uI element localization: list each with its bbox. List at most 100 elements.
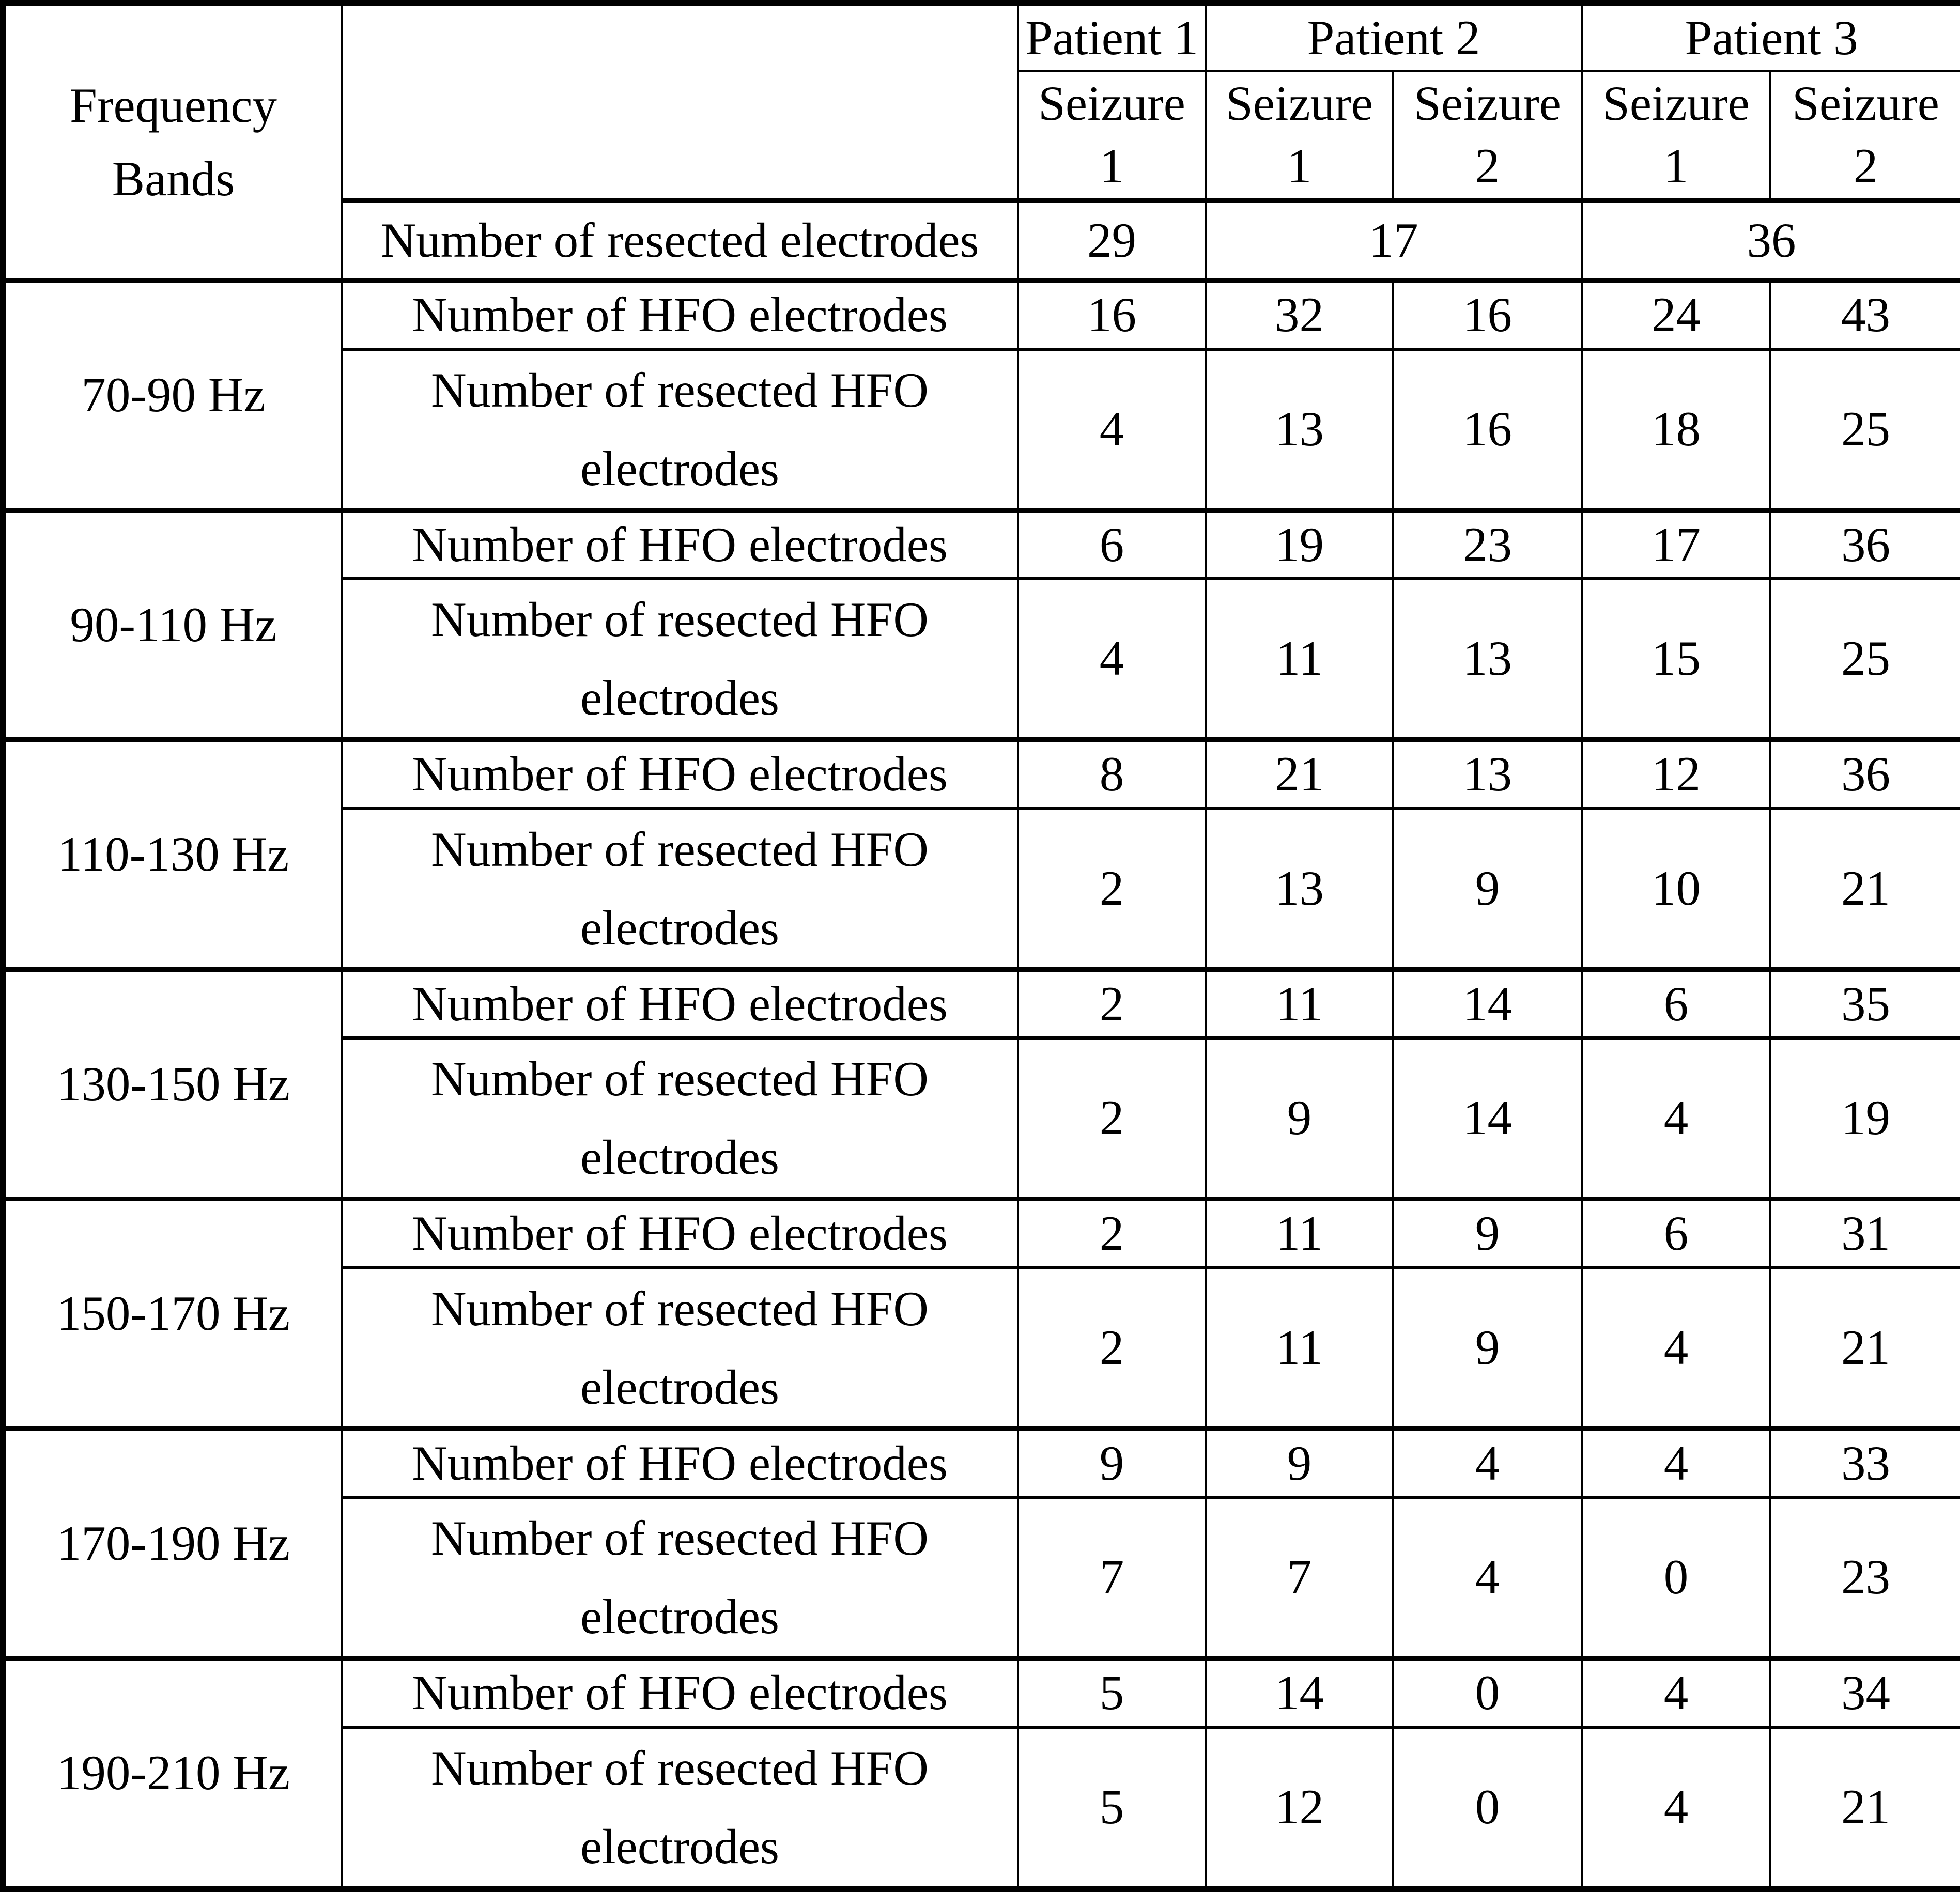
frequency-bands-header-cell: Frequency Bands xyxy=(2,2,343,282)
hfo-label-cell: Number of HFO electrodes xyxy=(341,1426,1019,1499)
resected-electrodes-row: Number of resected electrodes 29 17 36 xyxy=(3,197,1960,282)
hfo-value-cell: 6 xyxy=(1581,1197,1772,1269)
resected-hfo-value-cell: 4 xyxy=(1581,1036,1772,1200)
resected-hfo-label-cell: Number of resected HFO electrodes xyxy=(341,577,1019,741)
resected-hfo-label: Number of resected HFO electrodes xyxy=(431,1281,929,1415)
frequency-band-cell: 70-90 Hz xyxy=(2,278,343,511)
band-resected-hfo-row: Number of resected HFO electrodes 2 13 9… xyxy=(3,807,1960,971)
resected-electrodes-p3: 36 xyxy=(1581,197,1960,282)
band-hfo-row: 150-170 Hz Number of HFO electrodes 2 11… xyxy=(2,1197,1960,1430)
frequency-band-label: 190-210 Hz xyxy=(56,1745,290,1801)
hfo-value-cell: 5 xyxy=(1017,1656,1207,1728)
resected-hfo-label-cell: Number of resected HFO electrodes xyxy=(341,1496,1019,1660)
resected-hfo-value-cell: 13 xyxy=(1205,347,1394,511)
hfo-value-cell: 4 xyxy=(1581,1656,1772,1728)
seizure-word: Seizure xyxy=(1414,75,1561,131)
seizure-header-p3s2: Seizure 2 xyxy=(1769,70,1960,201)
band-resected-hfo-row: Number of resected HFO electrodes 2 11 9… xyxy=(3,1266,1960,1430)
resected-hfo-value-cell: 21 xyxy=(1769,1266,1960,1430)
hfo-value-cell: 4 xyxy=(1581,1426,1772,1499)
frequency-band-cell: 190-210 Hz xyxy=(2,1656,343,1890)
hfo-value-cell: 2 xyxy=(1017,967,1207,1040)
resected-hfo-value-cell: 9 xyxy=(1392,807,1583,971)
resected-hfo-value-cell: 14 xyxy=(1392,1036,1583,1200)
hfo-value-cell: 13 xyxy=(1392,737,1583,810)
hfo-value-cell: 35 xyxy=(1769,967,1960,1040)
resected-hfo-value-cell: 15 xyxy=(1581,577,1772,741)
patient-2-header: Patient 2 xyxy=(1204,2,1583,72)
resected-hfo-label: Number of resected HFO electrodes xyxy=(431,1051,929,1185)
hfo-value-cell: 6 xyxy=(1017,507,1207,580)
resected-hfo-value-cell: 7 xyxy=(1017,1496,1207,1660)
hfo-value-cell: 36 xyxy=(1769,737,1960,810)
resected-hfo-value-cell: 19 xyxy=(1769,1036,1960,1200)
hfo-value-cell: 16 xyxy=(1017,278,1207,350)
resected-hfo-label-cell: Number of resected HFO electrodes xyxy=(341,1036,1019,1200)
resected-electrodes-p2: 17 xyxy=(1204,197,1583,282)
seizure-num: 1 xyxy=(1287,138,1312,194)
frequency-band-label: 150-170 Hz xyxy=(56,1286,290,1341)
hfo-value-cell: 31 xyxy=(1769,1197,1960,1269)
band-hfo-row: 90-110 Hz Number of HFO electrodes 6 19 … xyxy=(2,507,1960,741)
seizure-word: Seizure xyxy=(1602,75,1750,131)
band-hfo-row: 70-90 Hz Number of HFO electrodes 16 32 … xyxy=(2,278,1960,511)
resected-hfo-value-cell: 23 xyxy=(1769,1496,1960,1660)
resected-electrodes-p1: 29 xyxy=(1017,197,1207,282)
resected-hfo-value-cell: 25 xyxy=(1769,577,1960,741)
resected-hfo-value-cell: 13 xyxy=(1392,577,1583,741)
frequency-bands-label: Frequency Bands xyxy=(70,77,277,207)
band-resected-hfo-row: Number of resected HFO electrodes 7 7 4 … xyxy=(3,1496,1960,1660)
blank-header-cell xyxy=(341,2,1019,201)
seizure-word: Seizure xyxy=(1792,75,1939,131)
resected-hfo-value-cell: 2 xyxy=(1017,1266,1207,1430)
seizure-num: 1 xyxy=(1663,138,1689,194)
hfo-value-cell: 24 xyxy=(1581,278,1772,350)
seizure-num: 2 xyxy=(1853,138,1878,194)
resected-hfo-value-cell: 4 xyxy=(1017,577,1207,741)
patient-1-header: Patient 1 xyxy=(1017,2,1207,72)
patient-3-header: Patient 3 xyxy=(1581,2,1960,72)
hfo-value-cell: 16 xyxy=(1392,278,1583,350)
hfo-value-cell: 11 xyxy=(1205,1197,1394,1269)
band-hfo-row: 110-130 Hz Number of HFO electrodes 8 21… xyxy=(2,737,1960,971)
hfo-value-cell: 9 xyxy=(1205,1426,1394,1499)
hfo-value-cell: 2 xyxy=(1017,1197,1207,1269)
frequency-band-label: 130-150 Hz xyxy=(56,1056,290,1111)
resected-hfo-value-cell: 11 xyxy=(1205,577,1394,741)
resected-hfo-value-cell: 5 xyxy=(1017,1725,1207,1890)
frequency-band-cell: 150-170 Hz xyxy=(2,1197,343,1430)
hfo-value-cell: 21 xyxy=(1205,737,1394,810)
hfo-label-cell: Number of HFO electrodes xyxy=(341,1656,1019,1728)
seizure-header-p2s1: Seizure 1 xyxy=(1205,70,1394,201)
hfo-value-cell: 12 xyxy=(1581,737,1772,810)
hfo-value-cell: 0 xyxy=(1392,1656,1583,1728)
resected-hfo-value-cell: 9 xyxy=(1205,1036,1394,1200)
resected-hfo-label-cell: Number of resected HFO electrodes xyxy=(341,1266,1019,1430)
hfo-label-cell: Number of HFO electrodes xyxy=(341,967,1019,1040)
resected-hfo-value-cell: 4 xyxy=(1017,347,1207,511)
frequency-band-label: 110-130 Hz xyxy=(57,827,289,882)
resected-hfo-value-cell: 12 xyxy=(1205,1725,1394,1890)
band-hfo-row: 130-150 Hz Number of HFO electrodes 2 11… xyxy=(2,967,1960,1200)
resected-hfo-value-cell: 7 xyxy=(1205,1496,1394,1660)
resected-hfo-label: Number of resected HFO electrodes xyxy=(431,1740,929,1874)
hfo-value-cell: 4 xyxy=(1392,1426,1583,1499)
resected-hfo-value-cell: 21 xyxy=(1769,807,1960,971)
seizure-num: 1 xyxy=(1099,138,1124,194)
resected-hfo-value-cell: 9 xyxy=(1392,1266,1583,1430)
frequency-band-cell: 170-190 Hz xyxy=(2,1426,343,1660)
resected-hfo-value-cell: 2 xyxy=(1017,1036,1207,1200)
hfo-label-cell: Number of HFO electrodes xyxy=(341,737,1019,810)
seizure-header-p3s1: Seizure 1 xyxy=(1581,70,1772,201)
resected-hfo-value-cell: 0 xyxy=(1581,1496,1772,1660)
resected-hfo-value-cell: 25 xyxy=(1769,347,1960,511)
resected-hfo-value-cell: 4 xyxy=(1581,1725,1772,1890)
frequency-band-label: 70-90 Hz xyxy=(81,367,266,423)
hfo-value-cell: 6 xyxy=(1581,967,1772,1040)
hfo-value-cell: 8 xyxy=(1017,737,1207,810)
hfo-value-cell: 14 xyxy=(1205,1656,1394,1728)
hfo-value-cell: 32 xyxy=(1205,278,1394,350)
band-hfo-row: 190-210 Hz Number of HFO electrodes 5 14… xyxy=(2,1656,1960,1890)
resected-hfo-value-cell: 13 xyxy=(1205,807,1394,971)
